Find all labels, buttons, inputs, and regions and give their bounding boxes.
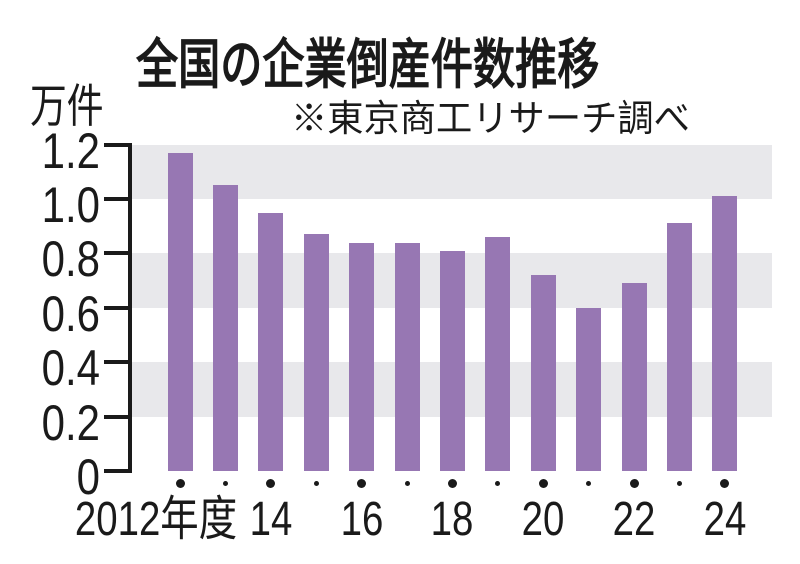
x-tick-dot-minor xyxy=(586,480,592,486)
bar xyxy=(439,250,465,471)
y-axis-line xyxy=(128,142,132,473)
bar xyxy=(212,185,238,471)
y-tick-label: 0.4 xyxy=(41,340,100,397)
x-tick-dot-major xyxy=(538,478,548,488)
y-tick xyxy=(104,360,128,365)
x-tick-label: 18 xyxy=(431,493,474,546)
y-tick xyxy=(104,142,128,147)
bar xyxy=(485,237,511,471)
bar xyxy=(621,283,647,471)
x-tick-dot-minor xyxy=(404,480,410,486)
x-tick-label: 22 xyxy=(612,493,656,546)
bar xyxy=(258,212,284,471)
x-tick-dot-major xyxy=(447,478,457,488)
y-tick xyxy=(104,251,128,256)
y-tick-label: 1.0 xyxy=(41,177,100,233)
x-tick-dot-major xyxy=(357,478,367,488)
y-tick xyxy=(104,414,128,419)
x-tick-label: 20 xyxy=(521,493,565,546)
x-tick-dot-minor xyxy=(222,480,228,486)
y-tick xyxy=(104,305,128,310)
y-tick xyxy=(104,469,128,473)
y-tick-label: 0.8 xyxy=(41,231,100,288)
x-tick-dot-major xyxy=(266,478,276,488)
bar xyxy=(167,152,193,471)
x-tick-dot-minor xyxy=(676,480,682,486)
grid-band xyxy=(132,144,772,199)
y-tick-label: 0.2 xyxy=(41,394,100,451)
x-tick-dot-major xyxy=(629,478,639,488)
x-tick-dot-major xyxy=(720,478,730,488)
source-note: ※東京商工リサーチ調べ xyxy=(291,98,690,139)
bar xyxy=(530,275,556,471)
bar xyxy=(666,223,692,471)
y-tick-label: 1.2 xyxy=(41,122,100,179)
x-tick-dot-minor xyxy=(313,480,319,486)
x-tick-dot-major xyxy=(175,478,185,488)
x-tick-label: 16 xyxy=(340,493,383,546)
bar xyxy=(349,242,375,471)
y-tick-label: 0.6 xyxy=(41,285,100,342)
bar xyxy=(576,307,602,471)
bar xyxy=(303,234,329,471)
x-tick-label: 2012年度 xyxy=(74,493,238,546)
y-tick-label: 0 xyxy=(76,449,100,505)
y-tick xyxy=(104,197,128,201)
x-tick-dot-minor xyxy=(495,480,501,486)
x-tick-label: 14 xyxy=(249,493,293,546)
bar xyxy=(712,196,738,471)
bar xyxy=(394,242,420,471)
x-tick-label: 24 xyxy=(703,493,747,546)
y-axis-unit-label: 万件 xyxy=(30,80,104,132)
page-title: 全国の企業倒産件数推移 xyxy=(136,35,600,95)
